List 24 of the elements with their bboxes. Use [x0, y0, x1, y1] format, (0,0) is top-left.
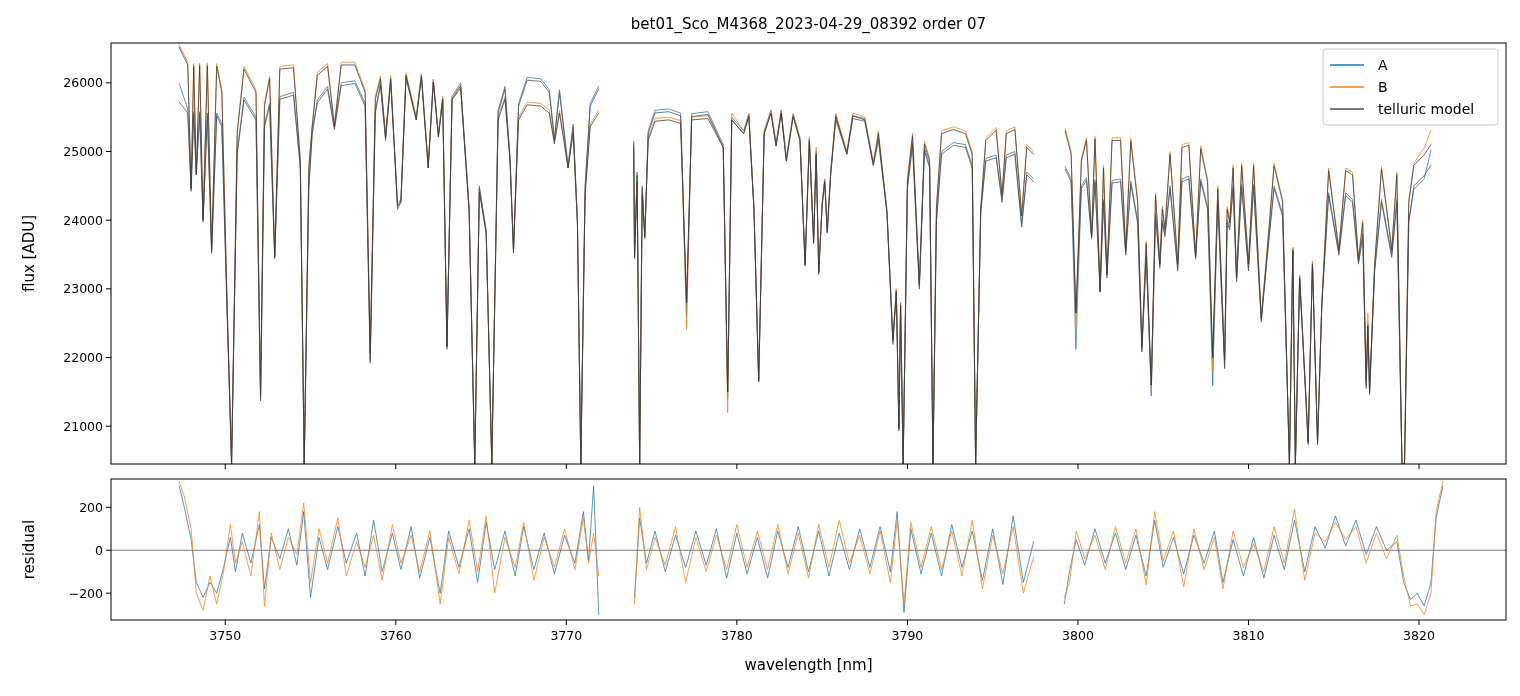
- x-axis-title: wavelength [nm]: [744, 656, 873, 674]
- x-tick-label: 3810: [1232, 628, 1265, 643]
- y-tick-label: −200: [68, 585, 104, 601]
- x-tick-label: 3820: [1403, 628, 1435, 643]
- y-tick-label: 26000: [63, 75, 104, 91]
- y-axis-title: flux [ADU]: [20, 214, 39, 293]
- x-tick-label: 3750: [209, 628, 242, 643]
- x-tick-label: 3760: [379, 628, 412, 643]
- y-tick-label: 23000: [63, 281, 104, 297]
- y-tick-label: 200: [79, 499, 104, 515]
- chart-title: bet01_Sco_M4368_2023-04-29_08392 order 07: [630, 15, 987, 34]
- y-tick-label: 22000: [63, 349, 104, 365]
- legend-label: A: [1378, 56, 1388, 73]
- y-tick-label: 0: [95, 542, 104, 558]
- y-tick-label: 24000: [63, 212, 104, 228]
- x-tick-label: 3800: [1062, 628, 1094, 643]
- y-axis-title: residual: [20, 519, 39, 580]
- x-tick-label: 3780: [720, 628, 753, 643]
- y-tick-label: 21000: [63, 418, 104, 434]
- x-tick-label: 3770: [550, 628, 583, 643]
- x-tick-label: 3790: [891, 628, 924, 643]
- legend-label: B: [1378, 78, 1388, 95]
- legend-label: telluric model: [1378, 100, 1475, 117]
- y-tick-label: 25000: [63, 143, 104, 159]
